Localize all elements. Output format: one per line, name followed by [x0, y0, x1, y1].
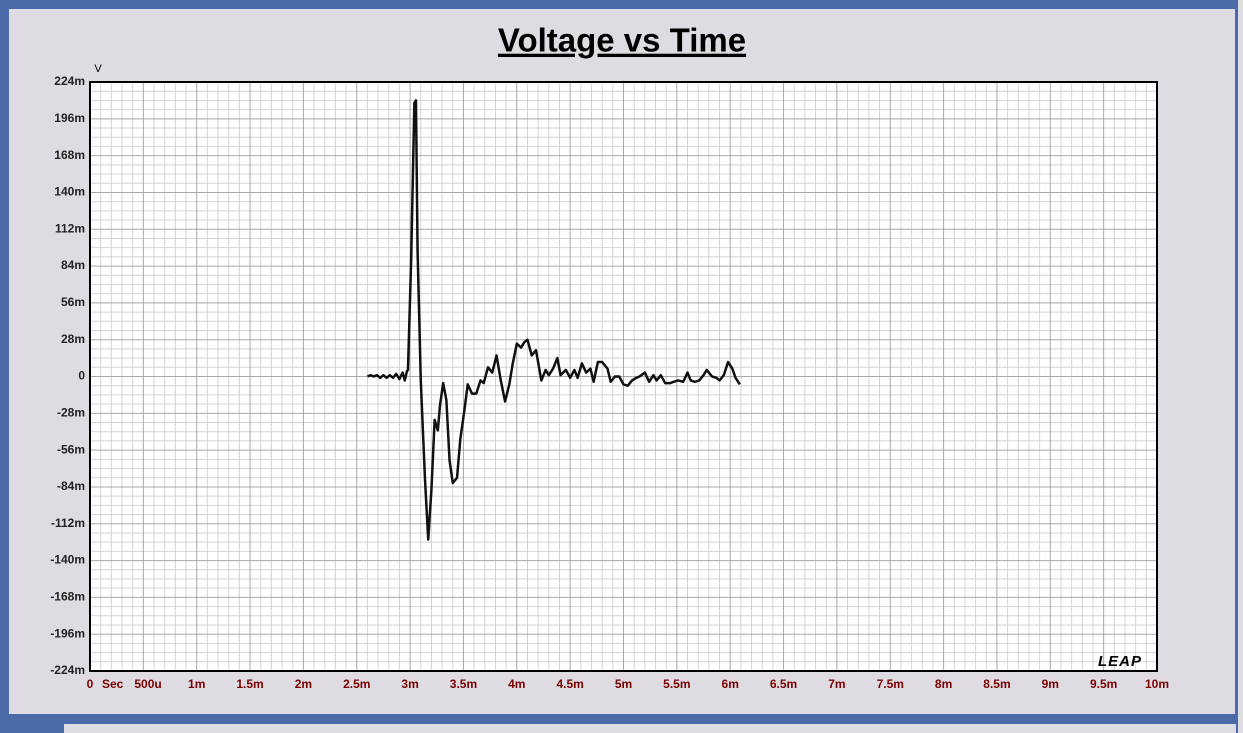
x-tick-label: 2.5m [343, 677, 370, 691]
logo: LEAP [1098, 653, 1142, 670]
x-tick-label: 3m [401, 677, 418, 691]
x-tick-label: 5.5m [663, 677, 690, 691]
y-tick-label: -28m [57, 405, 85, 419]
y-tick-label: 84m [61, 258, 85, 272]
y-tick-label: -84m [57, 479, 85, 493]
x-tick-label: 8.5m [983, 677, 1010, 691]
x-tick-label: 0 [87, 677, 94, 691]
x-tick-label: 4.5m [556, 677, 583, 691]
panel-edge [1238, 0, 1243, 733]
x-tick-label: 1.5m [236, 677, 263, 691]
x-tick-label: 6.5m [770, 677, 797, 691]
y-tick-label: -56m [57, 442, 85, 456]
x-tick-label: 2m [295, 677, 312, 691]
y-tick-label: -196m [50, 626, 85, 640]
y-tick-label: -140m [50, 553, 85, 567]
x-tick-label: 7.5m [877, 677, 904, 691]
x-tick-label: 3.5m [450, 677, 477, 691]
x-tick-label: 4m [508, 677, 525, 691]
y-tick-label: -168m [50, 590, 85, 604]
chart-title: Voltage vs Time [498, 22, 746, 59]
x-tick-label: 7m [828, 677, 845, 691]
y-tick-label: 196m [54, 111, 85, 125]
lower-panel [64, 724, 1236, 733]
x-unit: Sec [102, 677, 124, 691]
y-tick-label: 168m [54, 148, 85, 162]
y-tick-label: 140m [54, 185, 85, 199]
y-tick-label: 224m [54, 74, 85, 88]
x-tick-label: 1m [188, 677, 205, 691]
x-tick-label: 5m [615, 677, 632, 691]
y-tick-label: 28m [61, 332, 85, 346]
y-tick-label: 112m [55, 221, 85, 235]
x-tick-label: 6m [722, 677, 739, 691]
x-tick-label: 9m [1042, 677, 1059, 691]
x-tick-label: 10m [1145, 677, 1169, 691]
plot-border [89, 81, 1158, 672]
x-tick-label: 500u [134, 677, 161, 691]
data-line [366, 99, 741, 541]
x-tick-label: 8m [935, 677, 952, 691]
y-tick-label: -224m [50, 663, 85, 677]
x-tick-label: 9.5m [1090, 677, 1117, 691]
y-tick-label: 56m [61, 295, 85, 309]
y-tick-label: 0 [78, 369, 85, 383]
y-unit: V [94, 63, 102, 75]
y-tick-label: -112m [51, 516, 85, 530]
